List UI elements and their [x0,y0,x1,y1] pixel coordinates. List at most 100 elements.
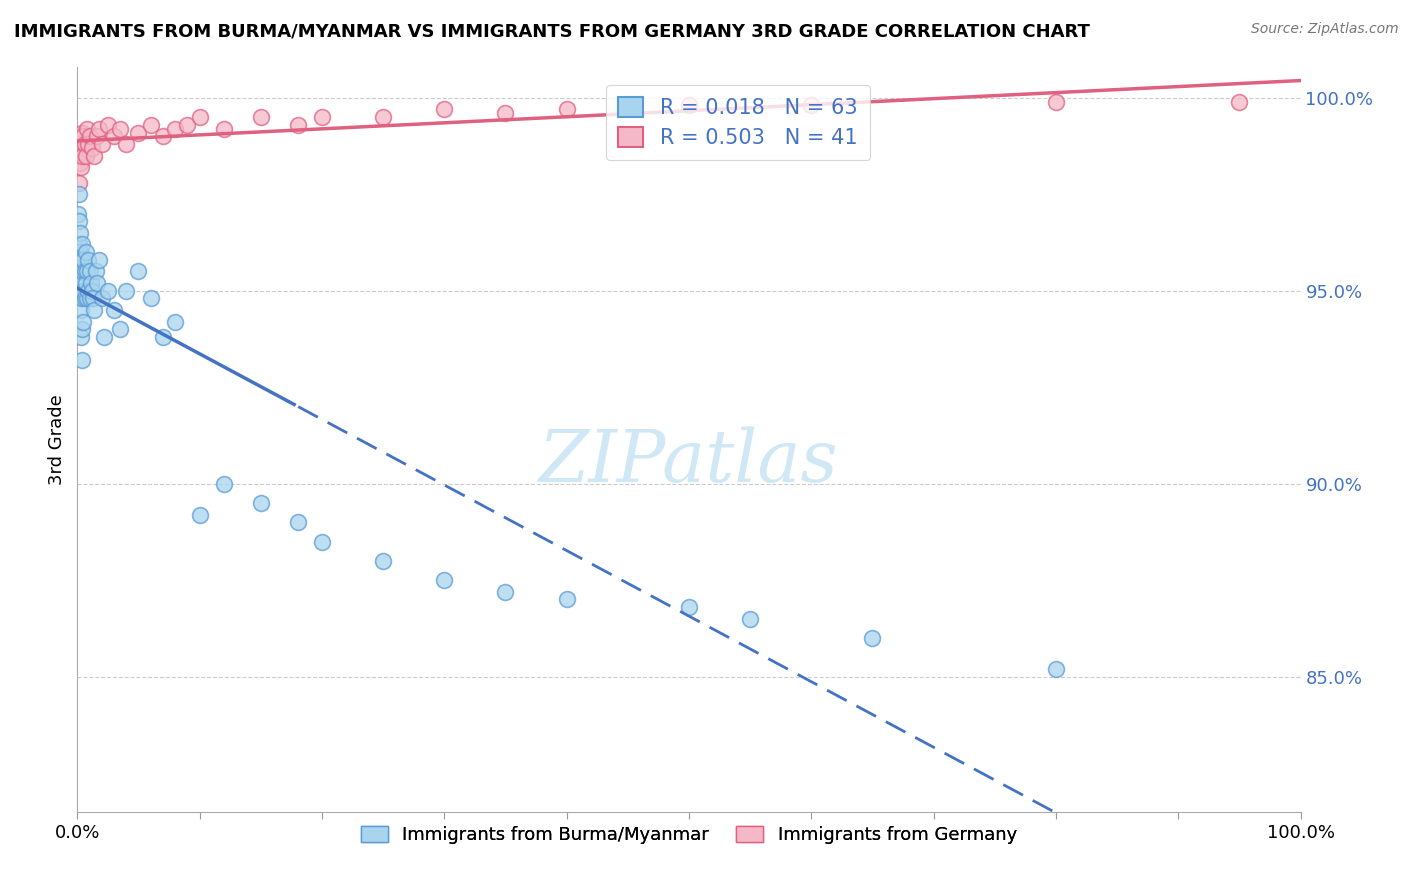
Point [76,292,98,306]
Point [67,149,90,163]
Point [93,330,115,344]
Point [287,516,309,530]
Point [371,554,394,568]
Point [70,264,93,278]
Point [127,264,149,278]
Point [212,476,235,491]
Point [70,126,93,140]
Point [69,226,91,240]
Point [103,129,125,144]
Point [287,118,309,132]
Point [152,330,174,344]
Point [69,245,91,260]
Point [108,121,131,136]
Point [70,322,93,336]
Point [108,322,131,336]
Point [80,284,103,298]
Point [90,292,112,306]
Point [70,353,93,368]
Point [212,121,235,136]
Point [70,252,93,267]
Point [70,149,93,163]
Point [188,508,211,522]
Point [67,206,90,220]
Point [1229,95,1251,109]
Point [311,110,333,124]
Point [495,106,517,120]
Text: IMMIGRANTS FROM BURMA/MYANMAR VS IMMIGRANTS FROM GERMANY 3RD GRADE CORRELATION C: IMMIGRANTS FROM BURMA/MYANMAR VS IMMIGRA… [14,22,1090,40]
Point [69,264,91,278]
Point [740,612,762,626]
Point [76,121,98,136]
Point [75,149,97,163]
Point [115,137,138,152]
Point [73,292,96,306]
Point [72,129,94,144]
Point [433,573,456,587]
Point [678,600,700,615]
Point [70,276,93,290]
Point [371,110,394,124]
Point [77,284,100,298]
Point [70,237,93,252]
Point [495,584,517,599]
Point [67,187,90,202]
Text: Source: ZipAtlas.com: Source: ZipAtlas.com [1251,22,1399,37]
Point [73,137,96,152]
Point [83,303,105,318]
Point [72,284,94,298]
Point [250,110,273,124]
Point [77,252,100,267]
Point [115,284,138,298]
Point [1045,662,1067,676]
Point [72,315,94,329]
Point [555,103,578,117]
Point [76,264,98,278]
Point [84,264,107,278]
Point [433,103,456,117]
Point [82,292,104,306]
Point [678,98,700,112]
Point [800,98,823,112]
Point [70,137,93,152]
Point [73,264,96,278]
Point [86,129,108,144]
Point [79,292,101,306]
Point [67,252,90,267]
Point [69,292,91,306]
Point [127,126,149,140]
Point [152,129,174,144]
Point [89,121,111,136]
Point [69,156,91,170]
Point [86,276,108,290]
Point [70,330,93,344]
Point [188,110,211,124]
Point [80,141,103,155]
Point [66,245,89,260]
Point [97,118,120,132]
Point [67,237,90,252]
Point [139,292,162,306]
Point [75,276,97,290]
Point [165,315,187,329]
Point [79,264,101,278]
Point [862,631,884,645]
Point [83,149,105,163]
Point [67,176,90,190]
Point [69,129,91,144]
Point [80,276,103,290]
Point [103,303,125,318]
Point [97,284,120,298]
Point [70,303,93,318]
Y-axis label: 3rd Grade: 3rd Grade [48,394,66,484]
Legend: Immigrants from Burma/Myanmar, Immigrants from Germany: Immigrants from Burma/Myanmar, Immigrant… [354,818,1024,851]
Point [67,264,90,278]
Point [67,214,90,228]
Point [90,137,112,152]
Point [1045,95,1067,109]
Point [70,160,93,174]
Point [139,118,162,132]
Point [77,137,100,152]
Point [311,534,333,549]
Text: ZIPatlas: ZIPatlas [538,426,839,497]
